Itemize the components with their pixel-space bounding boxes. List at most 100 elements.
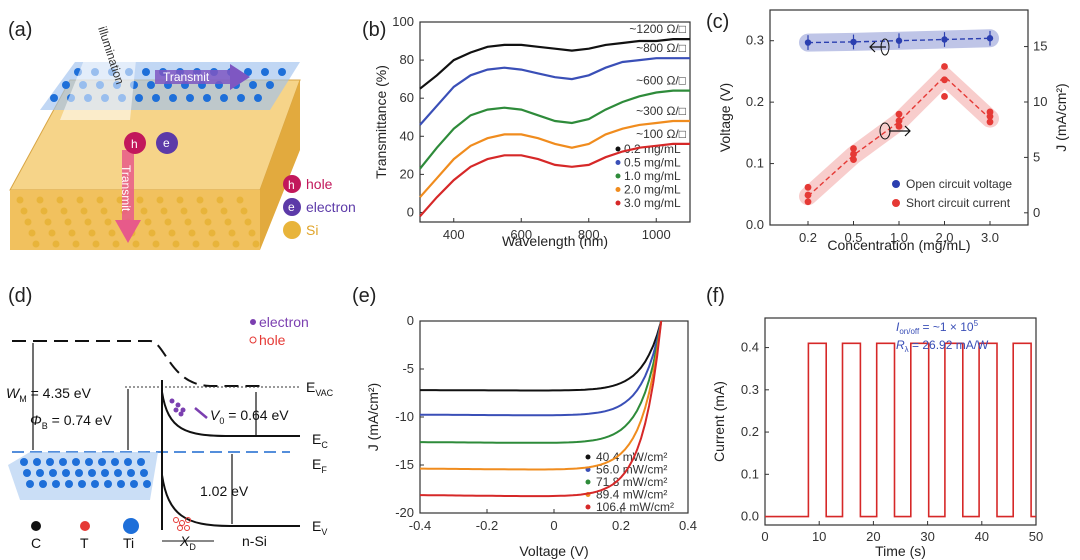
jsc-point-2	[804, 191, 812, 199]
y-tick-label: 40	[400, 128, 414, 143]
ev-label: EV	[312, 518, 327, 537]
y-tick-label: 0.0	[746, 217, 764, 232]
si-atom	[248, 229, 256, 237]
ef-label: EF	[312, 456, 327, 475]
x-tick-label: 0.4	[679, 518, 697, 533]
x-tick-label: -0.4	[409, 518, 431, 533]
sheet-ti-atom	[140, 469, 148, 477]
si-atom	[152, 240, 160, 248]
photocurrent-trace	[765, 342, 1036, 518]
y-tick-label: -15	[395, 457, 414, 472]
si-atom	[148, 229, 156, 237]
legend-dot-1	[585, 454, 591, 460]
panel-label-c: (c)	[706, 11, 729, 33]
x-tick-label: 1.0	[890, 230, 908, 245]
chart-f-photoresponse: 0 10 20 30 40 50 0.0 0.1 0.2 0.3 0.4 Time (s) Curren…	[711, 317, 1043, 559]
x-tick-label: 0.2	[612, 518, 630, 533]
jsc-point-9	[895, 110, 903, 118]
si-atom	[76, 196, 84, 204]
atom-ti-icon	[123, 518, 139, 534]
legend-si-icon	[283, 221, 301, 239]
y-axis-title: Current (mA)	[711, 381, 727, 462]
ti-atom	[254, 94, 262, 102]
legend-dot-5	[585, 504, 591, 510]
y-tick-label: 100	[392, 14, 414, 29]
legend-label-2: Short circuit current	[906, 196, 1011, 210]
si-atom	[208, 229, 216, 237]
sheet-ti-atom	[49, 469, 57, 477]
si-atom	[44, 218, 52, 226]
ion-off-annotation: Ion/off = ~1 × 105	[896, 319, 979, 336]
legend-label-2: 56.0 mW/cm²	[596, 463, 667, 477]
sheet-ti-atom	[85, 458, 93, 466]
y2-tick-label: 0	[1033, 205, 1040, 220]
jsc-point-13	[986, 118, 994, 126]
si-atom	[140, 207, 148, 215]
y-tick-label: -10	[395, 409, 414, 424]
si-atom	[80, 207, 88, 215]
hole-symbol-label: h	[131, 137, 138, 151]
sheet-ti-atom	[78, 480, 86, 488]
si-atom	[180, 207, 188, 215]
x-tick-label: 400	[443, 227, 465, 242]
si-atom	[132, 240, 140, 248]
voc-point-4	[941, 36, 948, 43]
si-atom	[96, 196, 104, 204]
jsc-point-4	[850, 156, 857, 164]
sheet-ti-atom	[114, 469, 122, 477]
y-tick-label: -5	[402, 361, 414, 376]
y-axis-title: J (mA/cm²)	[365, 383, 381, 451]
atom-ti-label: Ti	[123, 535, 134, 551]
end-label-3: ~600 Ω/□	[636, 74, 686, 88]
legend-dot-1	[615, 146, 621, 152]
left-axis-indicator-icon	[869, 41, 886, 53]
sheet-ti-atom	[20, 458, 28, 466]
si-atom	[220, 207, 228, 215]
si-atom	[144, 218, 152, 226]
ti-atom	[169, 94, 177, 102]
hole-symbol	[124, 132, 146, 154]
ti-atom	[220, 94, 228, 102]
legend-label-3: 1.0 mg/mL	[624, 169, 681, 183]
sheet-ti-atom	[127, 469, 135, 477]
evac-level-line	[12, 340, 265, 387]
si-atom	[168, 229, 176, 237]
ti-atom	[278, 68, 286, 76]
sheet-ti-atom	[72, 458, 80, 466]
si-atom	[216, 196, 224, 204]
sheet-ti-atom	[143, 480, 151, 488]
series-line-1	[419, 38, 690, 90]
si-atom	[184, 218, 192, 226]
si-atom	[60, 207, 68, 215]
legend-label-1: 40.4 mW/cm²	[596, 450, 667, 464]
si-atom	[32, 240, 40, 248]
xd-label: XD	[179, 533, 196, 552]
legend-label-4: 2.0 mg/mL	[624, 183, 681, 197]
ti-atom	[135, 94, 143, 102]
wm-label: WM = 4.35 eV	[6, 385, 92, 404]
si-atom	[232, 240, 240, 248]
si-atom	[196, 196, 204, 204]
series-line-3	[419, 89, 690, 170]
atom-c-label: C	[31, 535, 41, 551]
sheet-ti-atom	[39, 480, 47, 488]
legend-electron-label: electron	[259, 314, 309, 330]
panel-label-e: (e)	[352, 285, 376, 307]
si-atom	[224, 218, 232, 226]
legend-hole-dot	[249, 336, 257, 344]
transmit-arrow-top	[155, 70, 230, 84]
y-tick-label: 80	[400, 52, 414, 67]
x-tick-label: 20	[866, 529, 880, 544]
gap-label: 1.02 eV	[200, 483, 249, 499]
si-atom	[68, 229, 76, 237]
y-tick-label: 0	[407, 313, 414, 328]
sheet-ti-atom	[59, 458, 67, 466]
ti-atom	[50, 94, 58, 102]
jv-curve-2	[420, 320, 663, 417]
si-atom	[36, 196, 44, 204]
ti-atom	[244, 68, 252, 76]
legend-label-2: 0.5 mg/mL	[624, 156, 681, 170]
x-tick-label: 1000	[642, 227, 671, 242]
end-label-2: ~800 Ω/□	[636, 41, 686, 55]
illumination-beam	[60, 20, 140, 120]
